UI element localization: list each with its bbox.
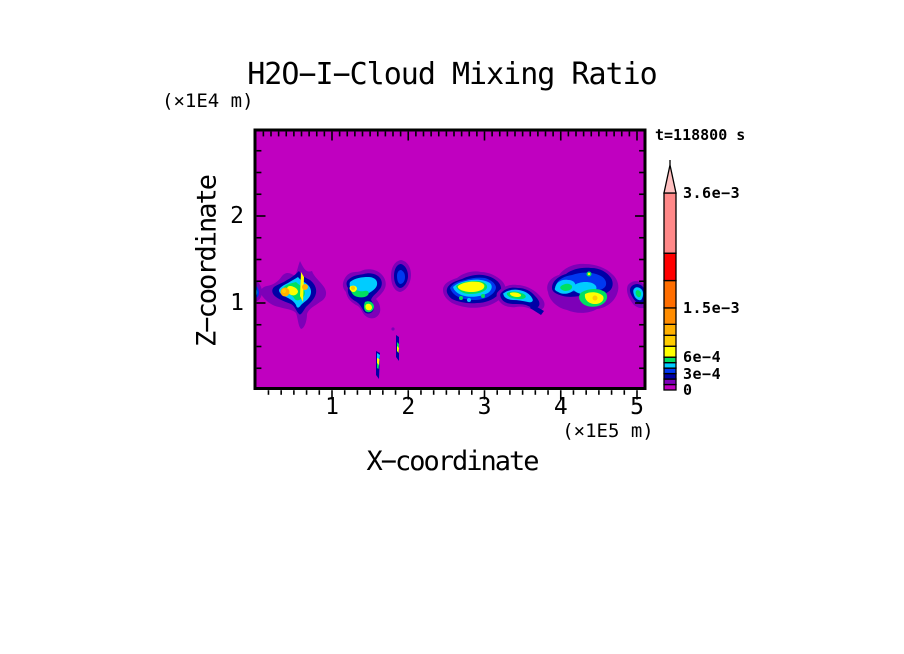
- colorbar-segment: [663, 307, 677, 325]
- colorbar-segment: [663, 361, 677, 369]
- cloud-2: [342, 269, 386, 319]
- cloud-field: [255, 260, 645, 379]
- cloud-4-yellow-layer: [457, 281, 485, 293]
- plot-area: [255, 130, 645, 389]
- cloud-1-amber-layer: [302, 284, 308, 290]
- x-tick-label-2: 2: [401, 394, 416, 420]
- cloud-4-green-layer: [481, 294, 485, 298]
- streak-dot-purple-layer: [391, 327, 395, 331]
- colorbar-segment: [663, 279, 677, 309]
- cloud-5-yellow-layer: [510, 292, 522, 297]
- x-axis-units-label: (×1E5 m): [562, 420, 654, 442]
- cloud-4-cyan-layer: [467, 298, 471, 302]
- cloud-4-green-layer: [459, 296, 463, 300]
- colorbar-segment: [663, 192, 677, 254]
- colorbar-segment: [663, 356, 677, 364]
- cloud-3: [391, 260, 411, 292]
- cloud-2-yellow-layer: [365, 303, 372, 311]
- colorbar-label-3e−4: 3e−4: [683, 364, 722, 383]
- x-tick-label-5: 5: [630, 394, 644, 420]
- cloud-4: [443, 271, 506, 308]
- colorbar-label-6e−4: 6e−4: [683, 348, 722, 367]
- cloud-6-gold-layer: [592, 295, 598, 301]
- y-axis-title: Z−coordinate: [191, 175, 223, 348]
- colorbar-segment: [663, 378, 677, 386]
- colorbar-overflow-arrow: [663, 164, 677, 194]
- cloud-3-blue-layer: [397, 270, 405, 284]
- streak-2-yellow-layer: [397, 346, 399, 353]
- colorbar-segment: [663, 252, 677, 282]
- colorbar-segment: [663, 367, 677, 375]
- colorbar-segment: [663, 372, 677, 380]
- time-annotation: t=118800 s: [655, 126, 746, 144]
- cloud-7-green-layer: [635, 290, 641, 298]
- colorbar-segment: [663, 334, 677, 347]
- y-tick-label-2: 2: [230, 203, 244, 229]
- streak-dot: [391, 327, 395, 331]
- cloud-1-gold-layer: [282, 289, 286, 293]
- cloud-2-gold-layer: [351, 286, 355, 290]
- y-axis-units-label: (×1E4 m): [162, 90, 254, 112]
- streak-2: [396, 335, 399, 361]
- colorbar-label-3.6e−3: 3.6e−3: [683, 184, 741, 202]
- x-axis-title: X−coordinate: [366, 446, 539, 477]
- colorbar-segment: [663, 383, 677, 391]
- x-tick-label-4: 4: [553, 394, 568, 420]
- colorbar-label-1.5e−3: 1.5e−3: [683, 298, 741, 317]
- x-tick-label-3: 3: [477, 394, 492, 420]
- y-tick-label-1: 1: [230, 290, 244, 316]
- plot-frame: [253, 128, 647, 390]
- cloud-1: [260, 261, 327, 329]
- cloud-6: [547, 263, 619, 313]
- x-tick-label-1: 1: [325, 394, 339, 420]
- colorbar-segment: [663, 345, 677, 358]
- chart-title: H2O−I−Cloud Mixing Ratio: [247, 57, 657, 92]
- cloud-1-yellow-layer: [286, 286, 298, 296]
- streak-1: [376, 351, 380, 379]
- cloud-5: [496, 284, 545, 315]
- axis-ticks: [256, 131, 644, 400]
- streak-1-green-layer: [377, 363, 379, 369]
- cloud-6-green-layer: [560, 283, 573, 291]
- colorbar: [663, 160, 677, 391]
- colorbar-label-0: 0: [683, 381, 693, 399]
- cloud-6-yellow-layer: [587, 272, 591, 276]
- cloud-7: [627, 281, 645, 309]
- colorbar-segment: [663, 323, 677, 336]
